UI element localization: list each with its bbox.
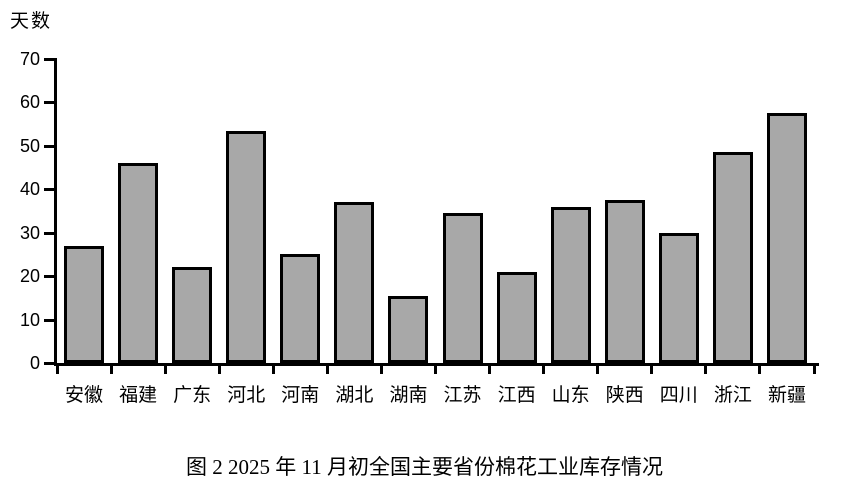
x-axis-tick	[109, 366, 113, 374]
figure-caption: 图 2 2025 年 11 月初全国主要省份棉花工业库存情况	[186, 455, 663, 479]
bar-四川	[658, 232, 699, 363]
x-axis-tick	[325, 366, 329, 374]
x-axis-tick	[55, 366, 59, 374]
x-axis-tick	[542, 366, 546, 374]
x-category-label: 浙江	[713, 385, 752, 406]
y-axis-tick	[44, 144, 54, 148]
bar-河北	[226, 130, 267, 363]
y-tick-label: 70	[19, 49, 40, 69]
x-axis-tick	[704, 366, 708, 374]
x-axis-tick	[163, 366, 167, 374]
y-axis-tick	[44, 101, 54, 105]
y-axis-line	[54, 58, 57, 366]
y-axis-tick	[44, 188, 54, 192]
x-axis-tick	[217, 366, 221, 374]
bar-江苏	[442, 213, 483, 363]
bar-湖南	[388, 295, 429, 363]
y-axis-tick	[44, 362, 54, 365]
x-category-label: 湖南	[389, 385, 428, 406]
x-category-label: 新疆	[767, 385, 806, 406]
x-category-label: 江苏	[443, 385, 482, 406]
bar-安徽	[64, 245, 105, 363]
y-axis-tick	[44, 318, 54, 322]
bar-浙江	[712, 152, 753, 363]
x-axis-tick	[812, 366, 816, 374]
bar-广东	[172, 267, 213, 363]
x-category-label: 安徽	[65, 385, 104, 406]
y-tick-label: 0	[29, 353, 40, 373]
y-tick-label: 10	[19, 309, 40, 330]
x-category-label: 江西	[497, 385, 536, 406]
x-category-label: 河南	[281, 385, 320, 406]
x-axis-line	[54, 363, 819, 366]
x-category-label: 湖北	[335, 385, 374, 406]
bar-江西	[496, 271, 537, 363]
x-category-label: 河北	[227, 385, 266, 406]
y-axis-tick	[44, 231, 54, 235]
x-axis-tick	[758, 366, 762, 374]
y-tick-label: 40	[19, 179, 40, 200]
x-category-label: 陕西	[605, 385, 644, 406]
bar-河南	[280, 254, 321, 363]
x-axis-tick	[650, 366, 654, 374]
chart-plot-area: 0 10 20 30 40 50 60 70 安徽 福建 广东 河北 河南 湖北 湖南 江苏 江西 山东 陕西 四川浙…	[19, 49, 819, 406]
bar-山东	[550, 206, 591, 363]
bar-陕西	[604, 200, 645, 363]
x-category-label: 福建	[119, 385, 158, 406]
x-category-label: 四川	[659, 385, 698, 406]
x-axis-tick	[379, 366, 383, 374]
x-category-label: 山东	[551, 385, 590, 406]
bar-福建	[118, 163, 159, 363]
x-category-label: 广东	[173, 385, 212, 406]
bar-湖北	[334, 202, 375, 363]
y-axis-tick	[44, 58, 54, 61]
x-axis-tick	[434, 366, 437, 374]
x-axis-tick	[596, 366, 600, 374]
y-tick-label: 30	[19, 222, 40, 243]
x-axis-tick	[488, 366, 492, 374]
y-axis-title: 天数	[10, 11, 53, 32]
y-tick-label: 50	[19, 135, 40, 156]
y-tick-label: 20	[19, 266, 40, 287]
y-axis-tick	[44, 275, 54, 279]
bar-新疆	[766, 113, 807, 363]
x-axis-tick	[271, 366, 275, 374]
y-tick-label: 60	[19, 92, 40, 113]
